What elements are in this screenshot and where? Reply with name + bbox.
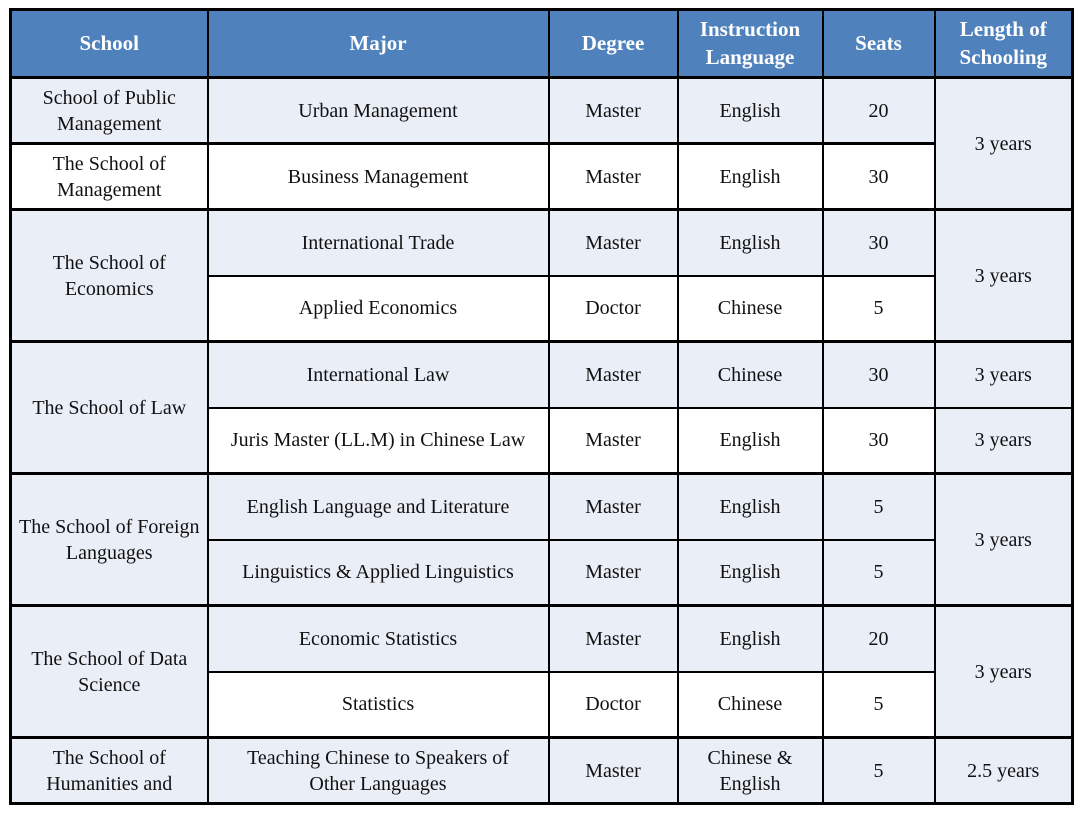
cell-major: International Law [206, 340, 550, 409]
cell-major: Statistics [206, 670, 550, 739]
cell-language: English [676, 538, 824, 607]
table-row: The School of Foreign Languages English … [9, 472, 1074, 607]
cell-major: Teaching Chinese to Speakers of Other La… [206, 736, 550, 805]
cell-language: Chinese [676, 670, 824, 739]
table-row: The School of Law International Law Mast… [9, 340, 1074, 475]
cell-language: English [676, 604, 824, 673]
cell-degree: Master [547, 142, 679, 211]
cell-degree: Doctor [547, 274, 679, 343]
cell-degree: Master [547, 406, 679, 475]
cell-language: English [676, 142, 824, 211]
cell-language: English [676, 208, 824, 277]
cell-seats: 30 [821, 142, 936, 211]
cell-major: Juris Master (LL.M) in Chinese Law [206, 406, 550, 475]
cell-seats: 5 [821, 736, 936, 805]
col-header-school: School [9, 8, 209, 79]
cell-degree: Master [547, 76, 679, 145]
programs-table: School Major Degree Instruction Language… [9, 8, 1074, 805]
col-header-degree: Degree [547, 8, 679, 79]
table-row: School of Public Management Urban Manage… [9, 76, 1074, 211]
cell-seats: 5 [821, 274, 936, 343]
col-header-major: Major [206, 8, 550, 79]
cell-major: Linguistics & Applied Linguistics [206, 538, 550, 607]
cell-major: English Language and Literature [206, 472, 550, 541]
cell-length: 3 years [933, 604, 1074, 739]
cell-major: International Trade [206, 208, 550, 277]
col-header-seats: Seats [821, 8, 936, 79]
cell-seats: 5 [821, 472, 936, 541]
cell-degree: Doctor [547, 670, 679, 739]
cell-degree: Master [547, 340, 679, 409]
cell-major: Business Management [206, 142, 550, 211]
cell-seats: 5 [821, 538, 936, 607]
cell-school: The School of Management [9, 142, 209, 211]
cell-major: Applied Economics [206, 274, 550, 343]
cell-seats: 5 [821, 670, 936, 739]
table-row: The School of Data Science Economic Stat… [9, 604, 1074, 739]
cell-major: Economic Statistics [206, 604, 550, 673]
cell-length: 3 years [933, 406, 1074, 475]
cell-language: English [676, 406, 824, 475]
cell-language: Chinese [676, 340, 824, 409]
cell-seats: 30 [821, 406, 936, 475]
table-row: Statistics Doctor Chinese 5 [11, 670, 1073, 739]
cell-language: Chinese & English [676, 736, 824, 805]
cell-seats: 30 [821, 340, 936, 409]
cell-language: Chinese [676, 274, 824, 343]
cell-seats: 30 [821, 208, 936, 277]
cell-school: The School of Humanities and [9, 736, 209, 805]
table-row: Linguistics & Applied Linguistics Master… [11, 538, 1073, 607]
cell-school: The School of Economics [9, 208, 209, 343]
cell-language: English [676, 76, 824, 145]
cell-degree: Master [547, 604, 679, 673]
cell-length: 2.5 years [933, 736, 1074, 805]
table-row: Applied Economics Doctor Chinese 5 [11, 274, 1073, 343]
cell-school: The School of Law [9, 340, 209, 475]
cell-school: The School of Foreign Languages [9, 472, 209, 607]
cell-degree: Master [547, 472, 679, 541]
table-row: The School of Management Business Manage… [9, 142, 1073, 211]
cell-length: 3 years [933, 472, 1074, 607]
cell-length: 3 years [933, 340, 1074, 409]
cell-degree: Master [547, 538, 679, 607]
cell-degree: Master [547, 736, 679, 805]
cell-language: English [676, 472, 824, 541]
table-row: The School of Humanities and Teaching Ch… [9, 736, 1074, 805]
cell-major: Urban Management [206, 76, 550, 145]
col-header-instruction-language: Instruction Language [676, 8, 824, 79]
table-row: The School of Economics International Tr… [9, 208, 1074, 343]
cell-school: The School of Data Science [9, 604, 209, 739]
header-row: School Major Degree Instruction Language… [9, 8, 1074, 79]
table-row: Juris Master (LL.M) in Chinese Law Maste… [11, 406, 1074, 475]
cell-school: School of Public Management [9, 76, 209, 145]
col-header-length-of-schooling: Length of Schooling [933, 8, 1074, 79]
cell-length: 3 years [933, 208, 1074, 343]
cell-seats: 20 [821, 76, 936, 145]
cell-degree: Master [547, 208, 679, 277]
cell-length: 3 years [933, 76, 1074, 211]
cell-seats: 20 [821, 604, 936, 673]
